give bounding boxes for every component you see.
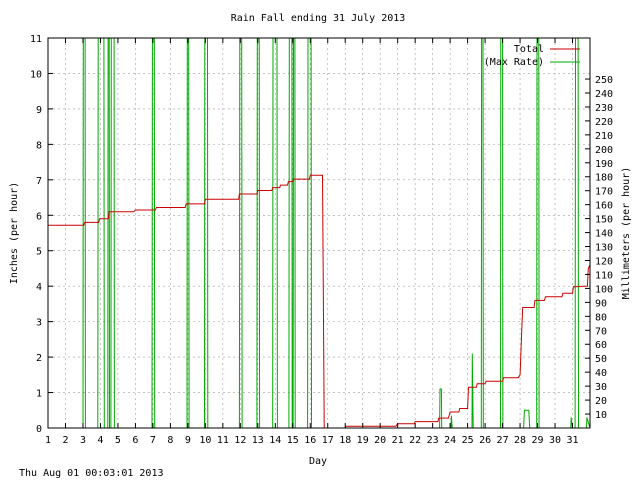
x-tick-label: 14: [269, 435, 281, 446]
y2-tick-label: 50: [595, 354, 607, 365]
y2-tick-label: 90: [595, 298, 607, 309]
y2-tick-label: 250: [595, 75, 613, 86]
y-axis-left: 0 1 2 3 4 5 6 7 8 9 10 11: [30, 34, 53, 435]
x-tick-label: 22: [409, 435, 421, 446]
x-tick-label: 7: [150, 435, 156, 446]
x-tick-label: 12: [234, 435, 246, 446]
y2-tick-label: 230: [595, 103, 613, 114]
x-tick-label: 28: [514, 435, 526, 446]
y2-tick-label: 60: [595, 340, 607, 351]
y2-tick-label: 220: [595, 117, 613, 128]
y-tick-label: 7: [36, 176, 42, 187]
grid: [48, 38, 590, 428]
y2-tick-label: 120: [595, 256, 613, 267]
x-tick-label: 17: [322, 435, 334, 446]
x-tick-label: 16: [304, 435, 316, 446]
x-tick-label: 10: [199, 435, 211, 446]
y-axis-right: 10 20 30 40 50 60 70 80 90 100 110 120 130 140 150 160 1…: [585, 75, 613, 421]
y-tick-label: 9: [36, 105, 42, 116]
x-tick-label: 5: [115, 435, 121, 446]
x-tick-label: 25: [462, 435, 474, 446]
y-tick-label: 6: [36, 211, 42, 222]
y2-tick-label: 110: [595, 270, 613, 281]
x-tick-label: 6: [132, 435, 138, 446]
x-tick-label: 31: [566, 435, 578, 446]
x-tick-label: 4: [97, 435, 103, 446]
chart-title: Rain Fall ending 31 July 2013: [231, 13, 406, 24]
y2-tick-label: 100: [595, 284, 613, 295]
y2-tick-label: 170: [595, 187, 613, 198]
y-tick-label: 5: [36, 247, 42, 258]
x-tick-label: 13: [252, 435, 264, 446]
y2-tick-label: 200: [595, 145, 613, 156]
x-tick-label: 21: [392, 435, 404, 446]
x-tick-label: 19: [357, 435, 369, 446]
x-tick-label: 1: [45, 435, 51, 446]
y2-tick-label: 240: [595, 89, 613, 100]
y2-tick-label: 160: [595, 201, 613, 212]
x-tick-label: 2: [62, 435, 68, 446]
y2-tick-label: 80: [595, 312, 607, 323]
x-tick-label: 15: [287, 435, 299, 446]
y2-tick-label: 190: [595, 159, 613, 170]
x-tick-label: 18: [339, 435, 351, 446]
x-axis-label: Day: [309, 456, 327, 467]
legend: Total (Max Rate): [484, 44, 580, 68]
x-tick-label: 27: [497, 435, 509, 446]
y2-tick-label: 210: [595, 131, 613, 142]
y-tick-label: 10: [30, 69, 42, 80]
y-tick-label: 0: [36, 424, 42, 435]
y-tick-label: 1: [36, 389, 42, 400]
series-lines: [48, 37, 591, 429]
y2-tick-label: 130: [595, 243, 613, 254]
x-tick-label: 30: [549, 435, 561, 446]
y-axis-label: Inches (per hour): [9, 182, 20, 284]
x-tick-label: 23: [427, 435, 439, 446]
y-tick-label: 8: [36, 140, 42, 151]
y-tick-label: 4: [36, 282, 42, 293]
x-tick-label: 3: [80, 435, 86, 446]
x-axis: 1 2 3 4 5 6 7 8 9 10 11 12 13 14 15 16 17 18 19 20 21 22 23 24 2…: [45, 38, 579, 446]
series-line-max-rate: [48, 37, 591, 429]
y-tick-label: 2: [36, 353, 42, 364]
y2-tick-label: 140: [595, 229, 613, 240]
y2-tick-label: 150: [595, 215, 613, 226]
y2-tick-label: 40: [595, 368, 607, 379]
y2-tick-label: 70: [595, 326, 607, 337]
y2-tick-label: 30: [595, 382, 607, 393]
y-tick-label: 3: [36, 318, 42, 329]
y2-tick-label: 20: [595, 396, 607, 407]
x-tick-label: 8: [167, 435, 173, 446]
plot-frame: [47, 37, 591, 429]
y2-tick-label: 180: [595, 173, 613, 184]
x-tick-label: 9: [185, 435, 191, 446]
x-tick-label: 26: [479, 435, 491, 446]
x-tick-label: 11: [217, 435, 229, 446]
x-tick-label: 24: [444, 435, 456, 446]
y2-tick-label: 10: [595, 410, 607, 421]
x-tick-label: 29: [532, 435, 544, 446]
y2-axis-label: Millimeters (per hour): [621, 167, 632, 299]
legend-label: Total: [514, 44, 544, 55]
legend-label: (Max Rate): [484, 57, 544, 68]
footer-timestamp: Thu Aug 01 00:03:01 2013: [19, 468, 164, 479]
series-line-total: [48, 174, 591, 429]
x-tick-label: 20: [374, 435, 386, 446]
y-tick-label: 11: [30, 34, 42, 45]
